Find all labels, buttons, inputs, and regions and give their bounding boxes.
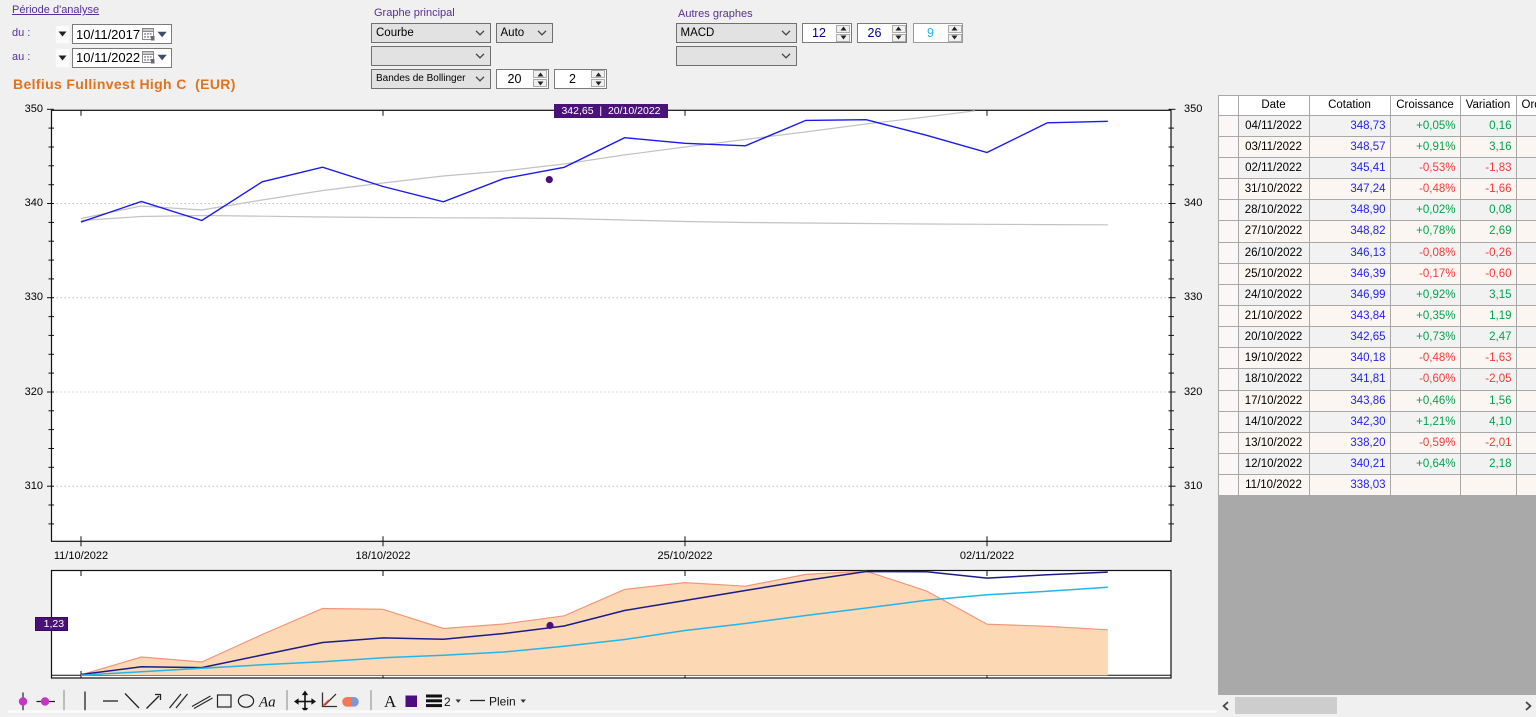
svg-text:Aa: Aa (258, 695, 276, 711)
svg-text:2: 2 (444, 695, 451, 709)
svg-text:A: A (384, 692, 397, 711)
svg-text:Plein: Plein (489, 695, 516, 709)
